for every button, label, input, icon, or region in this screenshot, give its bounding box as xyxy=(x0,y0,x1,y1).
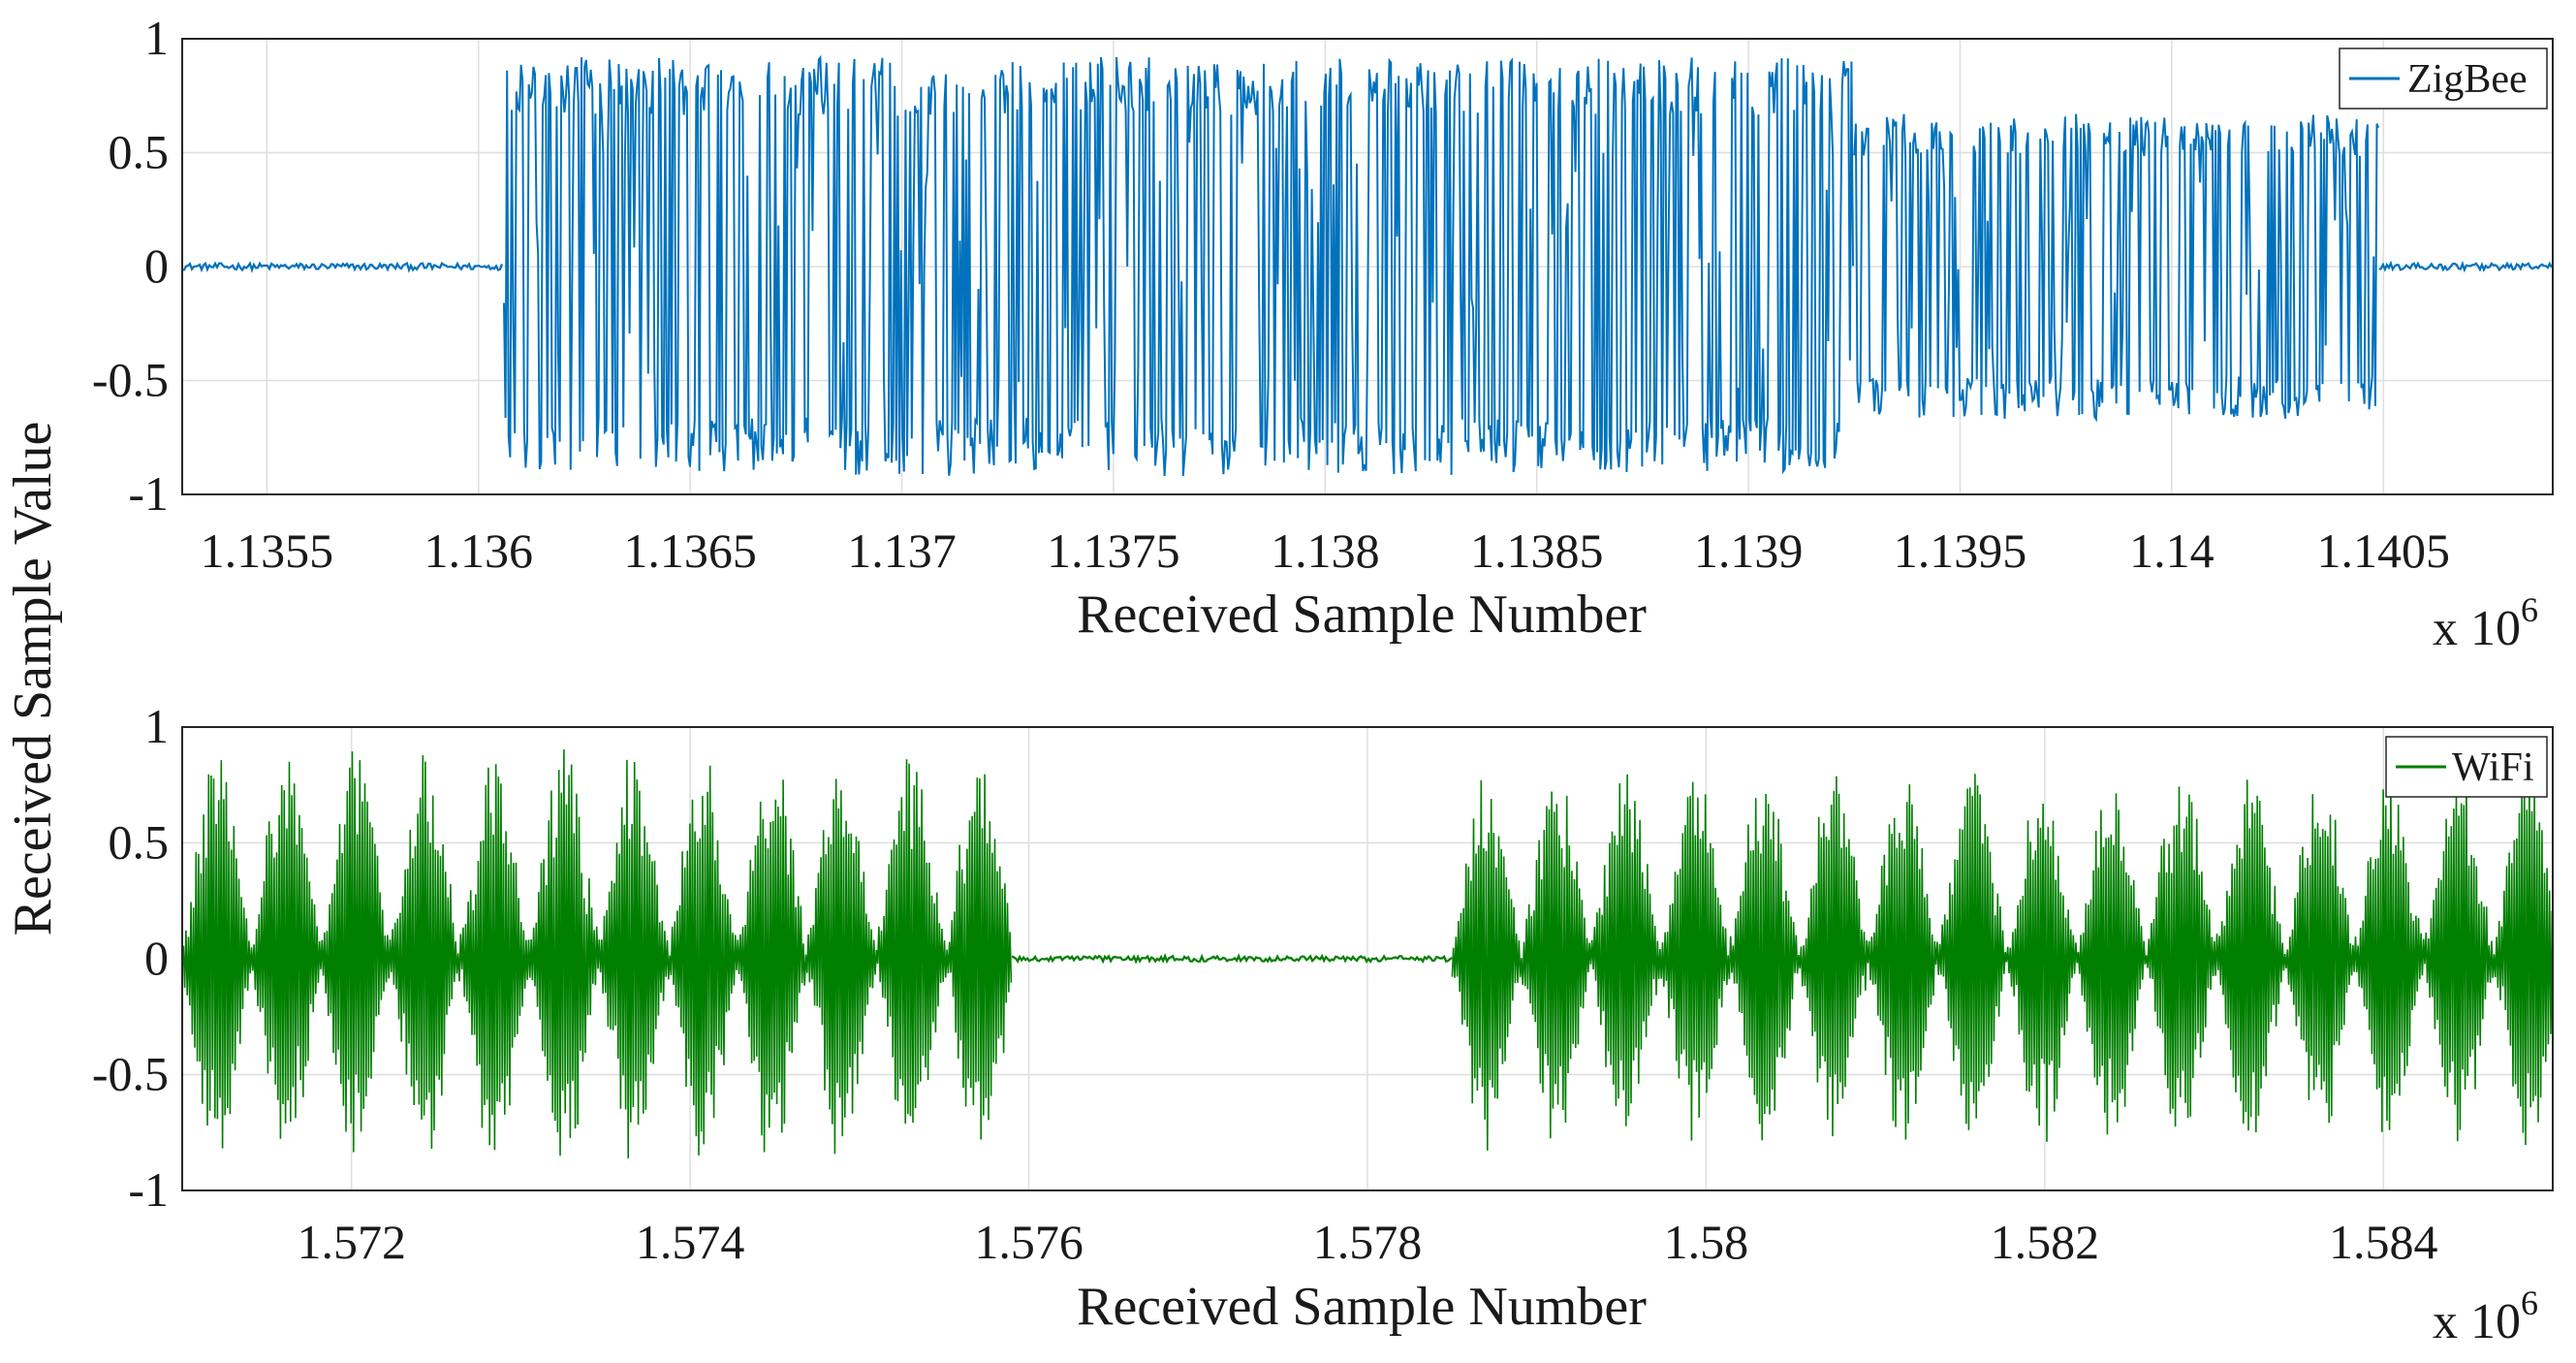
zigbee-x-axis-label: Received Sample Number xyxy=(1077,585,1647,645)
zigbee-chart: 1 0.5 0 -0.5 -1 1.1355 1.136 1.1365 1.137 1.1375… xyxy=(92,11,2554,656)
shared-y-axis-label: Received Sample Value xyxy=(3,422,63,936)
zigbee-x-tick-label: 1.1375 xyxy=(1047,523,1180,578)
zigbee-x-tick-label: 1.139 xyxy=(1694,523,1804,578)
zigbee-x-tick-label: 1.137 xyxy=(847,523,957,578)
zigbee-y-tick-label: 0 xyxy=(144,238,169,293)
zigbee-signal-trace xyxy=(182,54,2553,477)
zigbee-plot-frame xyxy=(181,38,2554,495)
wifi-x-tick-label: 1.58 xyxy=(1664,1215,1749,1269)
zigbee-y-tick-label: -0.5 xyxy=(92,353,169,407)
zigbee-y-tick-label: 1 xyxy=(144,11,169,65)
zigbee-y-tick-label: -1 xyxy=(128,466,169,521)
zigbee-y-tick-label: 0.5 xyxy=(109,125,170,179)
wifi-x-tick-label: 1.572 xyxy=(297,1215,406,1269)
wifi-y-tick-label: -1 xyxy=(128,1162,169,1217)
wifi-signal-trace xyxy=(181,749,2554,1158)
wifi-y-tick-label: 0.5 xyxy=(109,815,170,870)
wifi-plot-frame xyxy=(181,726,2554,1191)
wifi-x-tick-label: 1.582 xyxy=(1991,1215,2100,1269)
zigbee-legend: ZigBee xyxy=(2339,48,2548,110)
zigbee-noise-segment xyxy=(2378,260,2553,273)
wifi-x-multiplier: x 106 xyxy=(2433,1284,2538,1349)
zigbee-x-tick-label: 1.136 xyxy=(424,523,534,578)
zigbee-burst-segment xyxy=(1853,113,2380,423)
zigbee-legend-label: ZigBee xyxy=(2407,57,2528,102)
zigbee-x-tick-label: 1.1405 xyxy=(2317,523,2451,578)
zigbee-burst-segment xyxy=(503,54,1854,477)
wifi-x-tick-label: 1.584 xyxy=(2329,1215,2438,1269)
zigbee-noise-segment xyxy=(182,261,504,273)
zigbee-x-tick-label: 1.14 xyxy=(2129,523,2215,578)
wifi-noise-segment xyxy=(1011,952,1453,965)
wifi-x-tick-label: 1.576 xyxy=(974,1215,1084,1269)
zigbee-x-tick-label: 1.1385 xyxy=(1470,523,1604,578)
wifi-legend-label: WiFi xyxy=(2452,745,2534,790)
wifi-legend: WiFi xyxy=(2385,736,2548,798)
zigbee-y-tick-labels: 1 0.5 0 -0.5 -1 xyxy=(92,11,169,521)
wifi-ofdm-segment xyxy=(1451,774,2554,1151)
wifi-ofdm-segment xyxy=(181,749,1013,1158)
zigbee-x-multiplier: x 106 xyxy=(2433,590,2538,656)
zigbee-x-tick-label: 1.138 xyxy=(1271,523,1380,578)
wifi-chart: 1 0.5 0 -0.5 -1 1.572 1.574 1.576 1.578 1.58 1.58… xyxy=(92,699,2554,1349)
wifi-y-tick-label: -0.5 xyxy=(92,1047,169,1101)
wifi-x-axis-label: Received Sample Number xyxy=(1077,1277,1647,1337)
zigbee-x-tick-label: 1.1365 xyxy=(623,523,757,578)
wifi-x-tick-labels: 1.572 1.574 1.576 1.578 1.58 1.582 1.584 xyxy=(297,1215,2437,1269)
zigbee-x-tick-labels: 1.1355 1.136 1.1365 1.137 1.1375 1.138 1.1385 1… xyxy=(201,523,2450,578)
wifi-y-tick-labels: 1 0.5 0 -0.5 -1 xyxy=(92,699,169,1217)
wifi-x-tick-label: 1.578 xyxy=(1313,1215,1423,1269)
zigbee-x-tick-label: 1.1395 xyxy=(1894,523,2027,578)
wifi-x-tick-label: 1.574 xyxy=(636,1215,745,1269)
zigbee-x-tick-label: 1.1355 xyxy=(201,523,334,578)
wifi-y-tick-label: 0 xyxy=(144,931,169,985)
wifi-y-tick-label: 1 xyxy=(144,699,169,753)
